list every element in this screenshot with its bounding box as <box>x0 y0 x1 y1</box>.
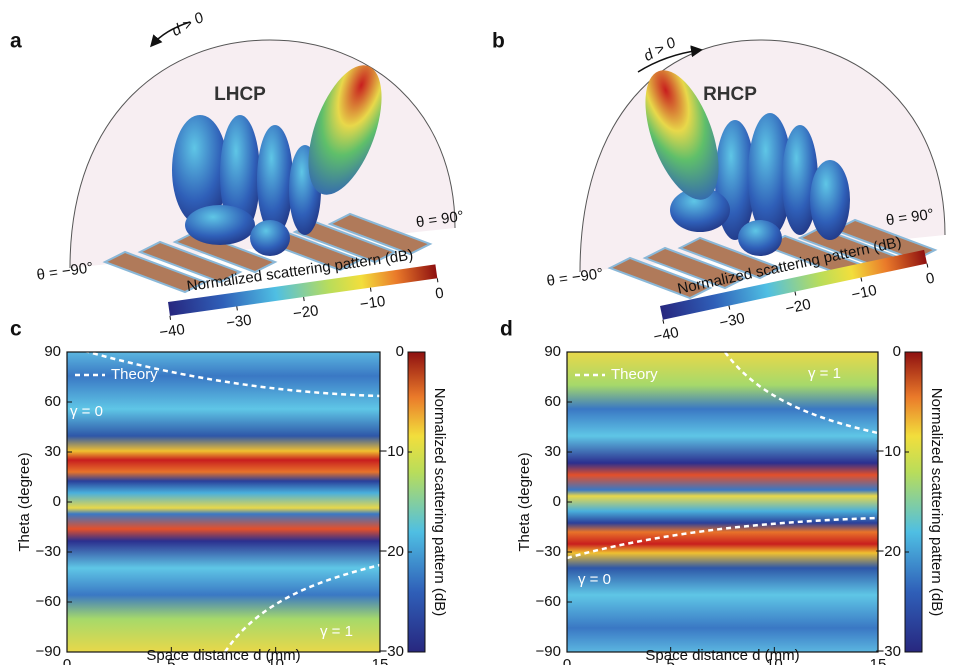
colorbar-tick-label: −10 <box>359 293 387 313</box>
colorbar-bar <box>167 264 438 316</box>
theta-right: θ = 90° <box>885 206 935 230</box>
colorbar-tick <box>662 319 665 324</box>
theta-left: θ = −90° <box>546 265 605 290</box>
x-tick-label: 0 <box>63 656 71 665</box>
theory-curve <box>223 563 381 653</box>
colorbar-tick-label: −30 <box>225 312 253 332</box>
colorbar-tick <box>794 291 797 296</box>
x-tick-label: 5 <box>666 656 674 665</box>
colorbar-tick <box>926 263 929 268</box>
theory-curve <box>723 351 879 435</box>
colorbar-bar <box>660 249 928 320</box>
y-tick-label: −30 <box>536 543 561 560</box>
y-tick-label: 30 <box>44 443 61 460</box>
y-tick-label: 0 <box>553 493 561 510</box>
colorbar-tick-label: −40 <box>652 324 680 346</box>
x-tick-label: 10 <box>267 656 284 665</box>
x-tick-label: 15 <box>372 656 389 665</box>
theta-left: θ = −90° <box>36 259 95 284</box>
colorbar-tick-label: −30 <box>718 310 746 332</box>
colorbar-tick <box>303 297 305 302</box>
x-axis-label: Space distance d (mm) <box>146 647 300 664</box>
y-tick-label: −60 <box>536 593 561 610</box>
legend-label: Theory <box>111 366 158 383</box>
theta-right: θ = 90° <box>415 208 465 232</box>
heatmap <box>67 352 380 652</box>
colorbar-tick-label: 0 <box>434 285 445 303</box>
colorbar-tick-label: −20 <box>876 543 901 560</box>
polarization-label: LHCP <box>214 84 266 105</box>
y-tick-label: 30 <box>544 443 561 460</box>
colorbar-tick <box>236 306 238 311</box>
colorbar-bar <box>904 351 923 653</box>
heatmap <box>567 352 878 652</box>
y-axis-label: Theta (degree) <box>516 452 533 551</box>
colorbar-tick-label: −20 <box>784 296 812 318</box>
theory-curve <box>566 516 879 560</box>
annotation: γ = 0 <box>70 403 103 420</box>
polarization-label: RHCP <box>703 84 757 105</box>
x-tick-label: 15 <box>870 656 887 665</box>
colorbar-tick-label: −30 <box>876 643 901 660</box>
y-axis-label: Theta (degree) <box>16 452 33 551</box>
panel-b-scene <box>579 39 946 300</box>
colorbar-tick <box>369 287 372 292</box>
panel-label: d <box>500 318 513 341</box>
colorbar-tick-label: −10 <box>379 443 404 460</box>
colorbar-tick-label: −10 <box>850 282 878 304</box>
y-tick-label: 60 <box>544 393 561 410</box>
direction-label: d > 0 <box>169 9 207 40</box>
colorbar-tick-label: −10 <box>876 443 901 460</box>
colorbar-tick-label: 0 <box>893 343 901 360</box>
x-tick-label: 10 <box>766 656 783 665</box>
annotation: γ = 1 <box>808 365 841 382</box>
panel-label: a <box>10 30 22 53</box>
colorbar-tick <box>169 315 172 320</box>
annotation: γ = 1 <box>320 623 353 640</box>
colorbar-label: Normalized scattering pattern (dB) <box>431 388 448 616</box>
panel-a-scene <box>69 21 456 294</box>
y-tick-label: −90 <box>36 643 61 660</box>
panel-label: c <box>10 318 22 341</box>
y-tick-label: 60 <box>44 393 61 410</box>
y-tick-label: −30 <box>36 543 61 560</box>
colorbar-bar <box>407 351 426 653</box>
panel-label: b <box>492 30 505 53</box>
y-tick-label: 0 <box>53 493 61 510</box>
colorbar-tick <box>728 305 731 310</box>
x-axis-label: Space distance d (mm) <box>645 647 799 664</box>
colorbar-tick-label: −20 <box>379 543 404 560</box>
colorbar-tick-label: −30 <box>379 643 404 660</box>
x-tick-label: 0 <box>563 656 571 665</box>
annotation: γ = 0 <box>578 571 611 588</box>
y-tick-label: 90 <box>544 343 561 360</box>
y-tick-label: −90 <box>536 643 561 660</box>
colorbar-tick-label: −40 <box>158 321 186 341</box>
colorbar-tick <box>436 278 439 283</box>
x-tick-label: 5 <box>167 656 175 665</box>
y-tick-label: 90 <box>44 343 61 360</box>
colorbar-tick-label: 0 <box>924 270 936 288</box>
colorbar-tick <box>860 277 863 282</box>
colorbar-tick-label: 0 <box>396 343 404 360</box>
y-tick-label: −60 <box>36 593 61 610</box>
colorbar-label: Normalized scattering pattern (dB) <box>928 388 945 616</box>
colorbar-tick-label: −20 <box>292 302 320 322</box>
legend-label: Theory <box>611 366 658 383</box>
